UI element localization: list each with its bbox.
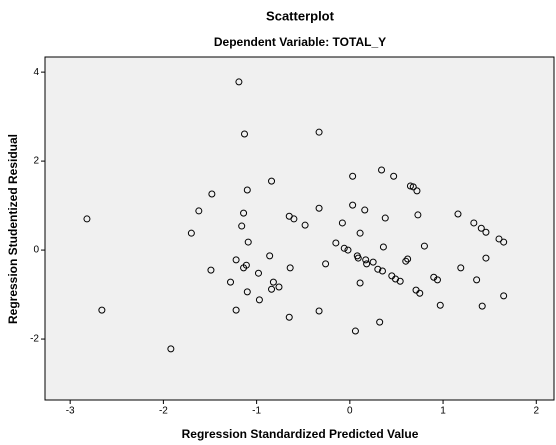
point <box>414 211 422 219</box>
point <box>482 254 490 262</box>
point <box>344 246 352 254</box>
y-tick-label: 0 <box>33 245 39 256</box>
point <box>361 206 369 214</box>
point <box>268 285 276 293</box>
point <box>433 276 441 284</box>
point <box>315 204 323 212</box>
point <box>232 306 240 314</box>
point <box>454 210 462 218</box>
point <box>420 242 428 250</box>
point <box>340 244 348 252</box>
point <box>500 238 508 246</box>
point <box>390 172 398 180</box>
y-tick-label: 4 <box>33 67 39 78</box>
point <box>478 302 486 310</box>
point <box>413 187 421 195</box>
point <box>369 258 377 266</box>
x-tick-label: -3 <box>66 406 75 417</box>
point <box>349 172 357 180</box>
x-tick-label: 0 <box>347 406 353 417</box>
point <box>255 296 263 304</box>
point <box>243 186 251 194</box>
point <box>362 256 370 264</box>
point <box>495 235 503 243</box>
y-axis-label: Regression Studentized Residual <box>6 134 20 324</box>
point <box>351 327 359 335</box>
x-tick-label: 1 <box>440 406 446 417</box>
point <box>332 239 340 247</box>
point <box>301 221 309 229</box>
point <box>322 260 330 268</box>
chart-title: Scatterplot <box>266 8 335 23</box>
point <box>378 267 386 275</box>
point <box>208 190 216 198</box>
point <box>379 243 387 251</box>
point <box>254 269 262 277</box>
x-tick-label: -1 <box>252 406 261 417</box>
point <box>286 264 294 272</box>
point <box>285 313 293 321</box>
x-axis-label: Regression Standardized Predicted Value <box>182 427 419 441</box>
point <box>315 307 323 315</box>
point <box>187 229 195 237</box>
point <box>275 283 283 291</box>
point <box>83 215 91 223</box>
point <box>374 265 382 273</box>
point <box>338 219 346 227</box>
point <box>98 306 106 314</box>
point <box>354 254 362 262</box>
point <box>404 255 412 263</box>
point <box>356 229 364 237</box>
point <box>243 288 251 296</box>
chart-subtitle: Dependent Variable: TOTAL_Y <box>214 35 386 49</box>
plot-area <box>44 56 555 401</box>
point <box>244 238 252 246</box>
point <box>167 345 175 353</box>
point <box>232 256 240 264</box>
point <box>416 289 424 297</box>
point <box>240 264 248 272</box>
point <box>378 166 386 174</box>
point <box>235 78 243 86</box>
point <box>356 279 364 287</box>
point <box>227 278 235 286</box>
x-tick-label: 2 <box>534 406 540 417</box>
point <box>457 264 465 272</box>
point <box>477 224 485 232</box>
point <box>406 182 414 190</box>
point <box>500 292 508 300</box>
point <box>396 277 404 285</box>
point <box>349 201 357 209</box>
point <box>195 207 203 215</box>
point <box>240 209 248 217</box>
point <box>363 260 371 268</box>
point <box>482 228 490 236</box>
point <box>315 128 323 136</box>
point <box>436 301 444 309</box>
point <box>290 215 298 223</box>
point <box>238 222 246 230</box>
point <box>269 278 277 286</box>
point <box>473 276 481 284</box>
point <box>470 219 478 227</box>
point <box>207 266 215 274</box>
point <box>381 214 389 222</box>
point <box>240 130 248 138</box>
y-tick-label: -2 <box>30 334 39 345</box>
y-tick-label: 2 <box>33 156 39 167</box>
point <box>376 318 384 326</box>
x-tick-label: -2 <box>159 406 168 417</box>
point <box>402 257 410 265</box>
point <box>266 252 274 260</box>
point <box>409 183 417 191</box>
point <box>268 177 276 185</box>
